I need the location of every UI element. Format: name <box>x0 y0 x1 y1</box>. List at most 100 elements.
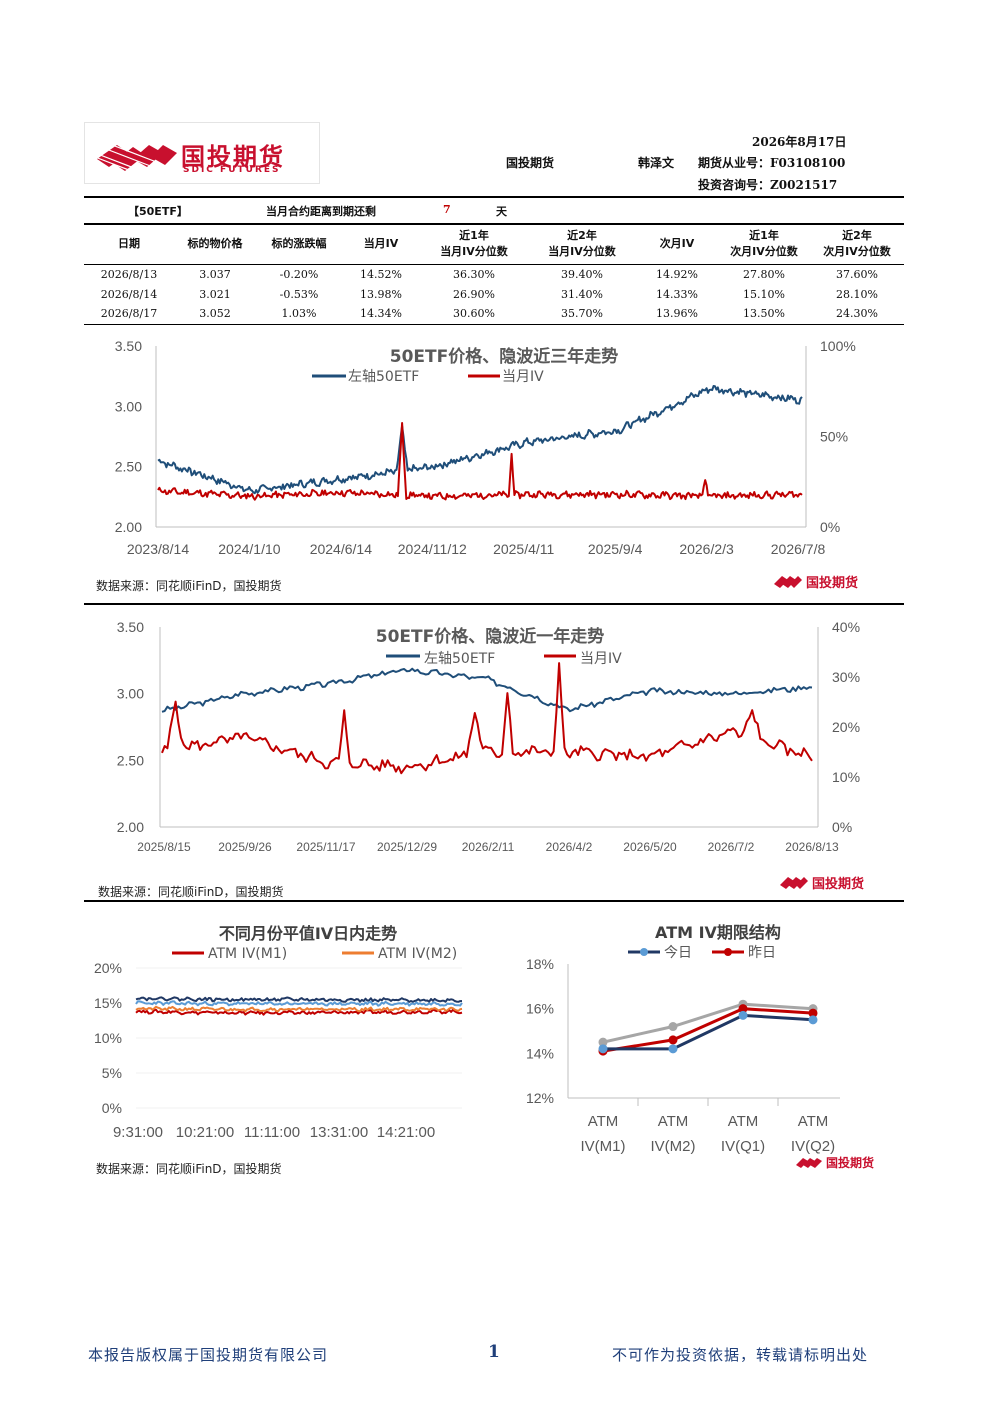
y-tick-left: 3.00 <box>115 398 142 414</box>
table-cell: 15.10% <box>743 287 785 301</box>
summary-tag: 【50ETF】 <box>84 198 256 225</box>
table-header-cell: 日期 <box>84 224 174 265</box>
header-text: 次月IV <box>659 237 695 251</box>
x-tick-line1: ATM <box>728 1113 759 1130</box>
chart1-source: 数据来源：同花顺iFinD，国投期货 <box>96 579 282 593</box>
x-tick: 2023/8/14 <box>127 541 189 557</box>
data-point-yesterday <box>808 1008 818 1018</box>
table-row: 2026/8/17 3.052 1.03% 14.34% 30.60% 35.70% 13.… <box>84 304 904 325</box>
small-logo-icon <box>780 877 808 889</box>
header-analyst: 韩泽文 <box>638 156 675 170</box>
table-cell: 13.96% <box>636 304 718 325</box>
header-text: 标的物价格 <box>187 237 243 251</box>
data-point-today <box>738 1010 748 1020</box>
x-tick-line2: IV(M2) <box>651 1138 696 1155</box>
table-cell: 13.98% <box>360 287 402 301</box>
x-tick: 2025/8/15 <box>137 840 191 854</box>
header-text: 次月IV分位数 <box>823 245 891 259</box>
table-cell: 35.70% <box>528 304 636 325</box>
x-tick: 2026/2/3 <box>679 541 734 557</box>
y-tick-left: 2.00 <box>115 519 142 535</box>
table-cell: 2026/8/17 <box>84 304 174 325</box>
table-cell: 3.021 <box>199 287 231 301</box>
chart-50etf-1y: 3.50 3.00 2.50 2.00 40% 30% 20% 10% 0% 2025/8/15 2… <box>117 619 860 854</box>
table-cell: -0.53% <box>279 287 319 301</box>
table-cell: 14.33% <box>656 287 698 301</box>
table-header-row: 日期 标的物价格 标的涨跌幅 当月IV 近1年 当月IV分位数 近2年 当月IV分位数 次月IV… <box>84 224 904 265</box>
small-logo-text: 国投期货 <box>812 877 865 892</box>
header-text: 近1年 <box>459 229 489 243</box>
series-line-etf <box>161 667 813 713</box>
report-date: 2026年8月17日 <box>752 135 847 149</box>
table-cell: 30.60% <box>420 304 528 325</box>
small-logo-icon <box>796 1158 822 1168</box>
y-tick-right: 0% <box>832 819 852 835</box>
x-tick: 2025/4/11 <box>493 541 554 557</box>
table-cell: 2026/8/14 <box>100 287 158 301</box>
series-line-series-3 <box>602 1002 814 1044</box>
days-remaining: 7 <box>443 203 451 216</box>
y-tick: 10% <box>94 1030 122 1046</box>
y-tick-right: 100% <box>820 338 856 354</box>
data-point-today <box>808 1015 818 1025</box>
logo-subtitle: SDIC FUTURES <box>183 165 281 175</box>
chart-iv-term-structure: 18% 16% 14% 12% ATM IV(M1) ATM IV(M2) ATM IV(Q1) A… <box>526 923 840 1155</box>
header-text: 当月IV <box>363 237 399 251</box>
series-line-4 <box>135 1000 463 1007</box>
table-cell: 36.30% <box>453 267 495 281</box>
series-line-m2 <box>135 1005 463 1013</box>
y-tick-left: 2.00 <box>117 819 144 835</box>
summary-days-cell: 7 天 <box>443 198 904 225</box>
chart1-logo: 国投期货 <box>772 572 884 591</box>
x-tick: 2026/8/13 <box>785 840 839 854</box>
section-divider <box>84 603 904 605</box>
header-text: 标的涨跌幅 <box>271 237 327 251</box>
x-tick: 2024/6/14 <box>310 541 372 557</box>
table-header-cell: 近2年 当月IV分位数 <box>528 224 636 265</box>
table-cell: 13.50% <box>718 304 810 325</box>
series-line-yesterday <box>602 1007 814 1053</box>
table-header-cell: 近2年 次月IV分位数 <box>810 224 904 265</box>
page-number: 1 <box>488 1342 500 1362</box>
small-logo-icon <box>774 576 802 588</box>
license-number: 期货从业号：F03108100 <box>698 156 846 170</box>
y-tick: 15% <box>94 995 122 1011</box>
y-tick-right: 30% <box>832 669 860 685</box>
table-cell: 14.92% <box>656 267 698 281</box>
footer-disclaimer: 不可作为投资依据，转载请标明出处 <box>612 1346 869 1364</box>
series-line-3 <box>135 996 463 1003</box>
days-unit: 天 <box>496 205 507 218</box>
header-text: 次月IV分位数 <box>730 245 798 259</box>
series-line-iv <box>157 422 803 501</box>
data-point-yesterday <box>668 1035 678 1045</box>
x-tick: 9:31:00 <box>113 1124 163 1141</box>
legend-label-etf: 左轴50ETF <box>348 369 419 385</box>
x-tick: 2026/7/8 <box>771 541 826 557</box>
small-logo-text: 国投期货 <box>806 576 859 591</box>
x-tick-line2: IV(M1) <box>581 1138 626 1155</box>
chart2-source: 数据来源：同花顺iFinD，国投期货 <box>98 885 284 899</box>
table-cell: 28.10% <box>836 287 878 301</box>
x-tick: 2026/4/2 <box>546 840 593 854</box>
data-point-today <box>668 1044 678 1054</box>
consult-number: 投资咨询号：Z0021517 <box>698 178 838 192</box>
table-cell: -0.20% <box>279 267 319 281</box>
x-tick-line2: IV(Q2) <box>791 1138 835 1155</box>
table-cell: 27.80% <box>743 267 785 281</box>
x-tick-line1: ATM <box>658 1113 689 1130</box>
table-header-cell: 近1年 当月IV分位数 <box>420 224 528 265</box>
y-tick: 5% <box>102 1065 122 1081</box>
y-tick-right: 0% <box>820 519 840 535</box>
iv-summary-table: 【50ETF】 当月合约距离到期还剩 7 天 日期 标的物价格 标的涨跌幅 当月IV 近… <box>84 198 904 325</box>
chart2-logo: 国投期货 <box>778 873 892 892</box>
table-cell: 31.40% <box>561 287 603 301</box>
y-tick-right: 20% <box>832 719 860 735</box>
y-tick-right: 10% <box>832 769 860 785</box>
table-cell: 3.037 <box>199 267 231 281</box>
section-divider <box>84 900 904 902</box>
table-header-cell: 近1年 次月IV分位数 <box>718 224 810 265</box>
series-line-m1 <box>135 1008 463 1016</box>
legend-label-iv: 当月IV <box>502 369 544 385</box>
table-row: 2026/8/14 3.021 -0.53% 13.98% 26.90% 31.40% 14… <box>84 284 904 304</box>
x-tick-line1: ATM <box>588 1113 619 1130</box>
